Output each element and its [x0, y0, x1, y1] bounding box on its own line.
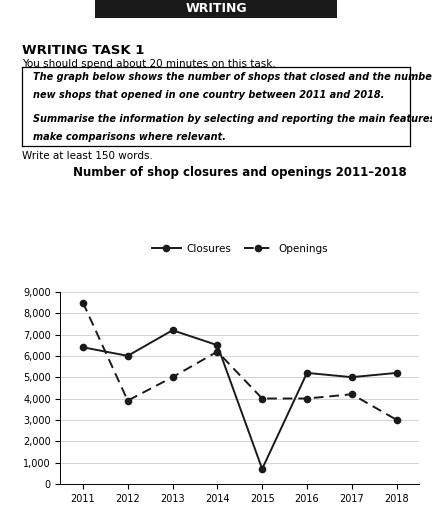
- Text: new shops that opened in one country between 2011 and 2018.: new shops that opened in one country bet…: [33, 90, 384, 100]
- Text: make comparisons where relevant.: make comparisons where relevant.: [33, 133, 226, 142]
- Text: The graph below shows the number of shops that closed and the number of: The graph below shows the number of shop…: [33, 72, 432, 82]
- Text: Write at least 150 words.: Write at least 150 words.: [22, 151, 152, 161]
- Text: Number of shop closures and openings 2011–2018: Number of shop closures and openings 201…: [73, 166, 407, 179]
- Text: WRITING TASK 1: WRITING TASK 1: [22, 44, 144, 56]
- Text: You should spend about 20 minutes on this task.: You should spend about 20 minutes on thi…: [22, 59, 275, 69]
- Legend: Closures, Openings: Closures, Openings: [148, 240, 332, 258]
- Text: WRITING: WRITING: [185, 2, 247, 15]
- Text: Summarise the information by selecting and reporting the main features, and: Summarise the information by selecting a…: [33, 114, 432, 124]
